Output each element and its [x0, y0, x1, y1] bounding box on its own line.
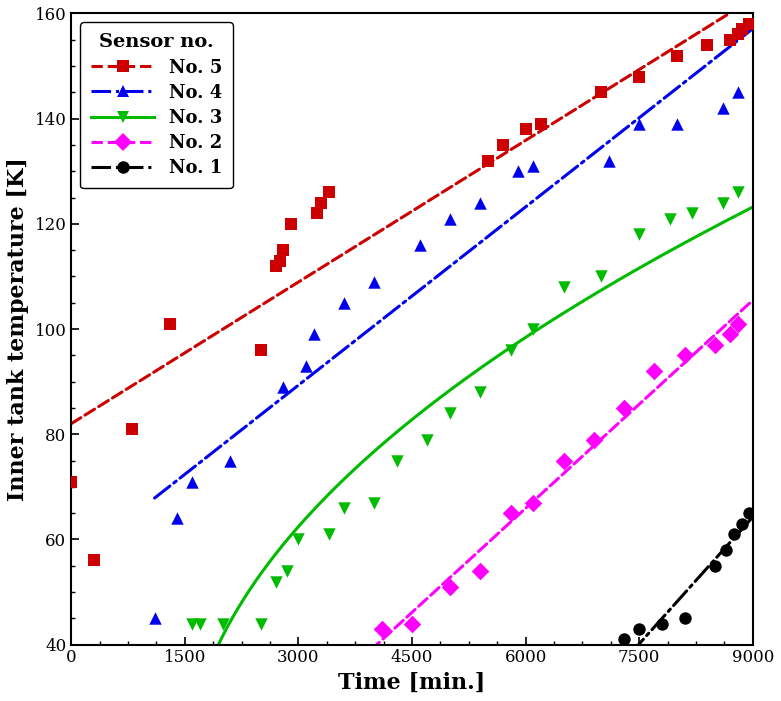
Point: [126, 423, 138, 435]
Point: [732, 29, 744, 40]
Point: [656, 618, 669, 629]
Point: [708, 560, 721, 571]
Point: [633, 118, 646, 130]
Point: [534, 118, 547, 130]
Point: [671, 118, 683, 130]
Point: [720, 545, 733, 556]
Point: [284, 218, 297, 229]
Point: [444, 213, 456, 224]
Point: [595, 271, 608, 282]
Point: [728, 529, 740, 540]
Point: [474, 197, 487, 208]
Point: [368, 276, 380, 287]
Point: [194, 618, 206, 629]
Point: [337, 503, 350, 514]
Point: [273, 255, 286, 266]
Point: [603, 155, 615, 166]
Point: [633, 71, 646, 82]
Point: [376, 623, 388, 634]
Point: [558, 455, 570, 466]
Point: [724, 34, 736, 46]
Point: [558, 281, 570, 292]
Point: [444, 407, 456, 418]
Point: [368, 497, 380, 508]
Point: [148, 613, 161, 624]
Point: [732, 186, 744, 198]
Point: [686, 207, 698, 219]
Point: [277, 245, 290, 256]
Point: [505, 344, 517, 355]
Point: [277, 381, 290, 393]
Point: [65, 476, 77, 487]
Point: [444, 581, 456, 592]
Point: [716, 197, 729, 208]
Point: [519, 123, 532, 135]
Point: [292, 534, 305, 545]
Point: [595, 87, 608, 98]
Point: [679, 350, 691, 361]
Point: [413, 239, 426, 250]
Point: [87, 555, 100, 566]
Point: [171, 513, 184, 524]
Point: [633, 623, 646, 634]
Point: [701, 39, 714, 50]
Point: [735, 24, 747, 35]
Point: [671, 50, 683, 61]
Point: [255, 618, 267, 629]
Point: [732, 318, 744, 329]
Point: [474, 386, 487, 397]
Point: [163, 318, 176, 329]
Point: [482, 155, 494, 166]
Point: [406, 618, 419, 629]
Point: [186, 476, 198, 487]
Point: [224, 455, 237, 466]
Point: [663, 213, 676, 224]
Point: [732, 87, 744, 98]
Y-axis label: Inner tank temperature [K]: Inner tank temperature [K]: [7, 157, 29, 501]
Point: [216, 618, 229, 629]
Point: [527, 161, 540, 172]
Point: [269, 260, 282, 271]
Point: [390, 455, 403, 466]
Point: [618, 634, 630, 645]
Point: [735, 518, 747, 529]
Point: [633, 229, 646, 240]
Point: [587, 434, 600, 445]
Point: [603, 681, 615, 693]
Point: [323, 529, 335, 540]
Point: [648, 365, 661, 376]
Point: [708, 339, 721, 350]
Point: [269, 576, 282, 587]
Point: [186, 618, 198, 629]
Point: [618, 402, 630, 414]
Point: [308, 329, 320, 340]
Point: [315, 197, 327, 208]
Point: [743, 18, 755, 29]
Point: [281, 566, 294, 577]
X-axis label: Time [min.]: Time [min.]: [338, 672, 486, 694]
Point: [679, 613, 691, 624]
Point: [474, 566, 487, 577]
Point: [527, 323, 540, 334]
Point: [255, 344, 267, 355]
Point: [724, 329, 736, 340]
Point: [512, 165, 524, 177]
Point: [421, 434, 433, 445]
Point: [311, 207, 323, 219]
Point: [323, 186, 335, 198]
Point: [300, 360, 312, 372]
Point: [716, 102, 729, 114]
Point: [337, 297, 350, 308]
Point: [505, 508, 517, 519]
Legend: No. 5, No. 4, No. 3, No. 2, No. 1: No. 5, No. 4, No. 3, No. 2, No. 1: [80, 22, 233, 189]
Point: [527, 497, 540, 508]
Point: [497, 139, 509, 151]
Point: [743, 508, 755, 519]
